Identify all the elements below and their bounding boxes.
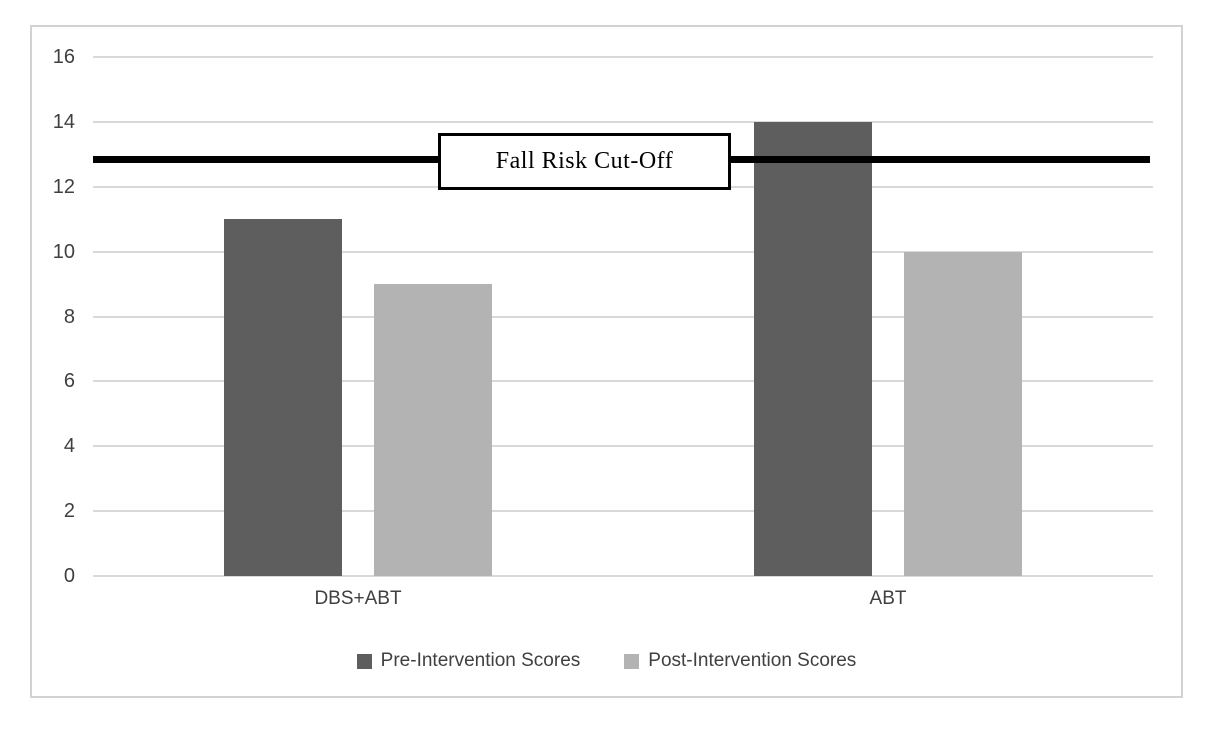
y-tick-label-12: 12 <box>52 176 75 198</box>
bar-dbs-abt-pre <box>224 219 342 576</box>
gridline-8 <box>93 316 1153 318</box>
y-tick-label-4: 4 <box>63 435 75 457</box>
y-tick-label-10: 10 <box>52 241 75 263</box>
y-tick-label-6: 6 <box>63 370 75 392</box>
plot-area <box>93 56 1153 577</box>
legend-label: Post-Intervention Scores <box>648 650 857 671</box>
y-tick-label-14: 14 <box>52 111 75 133</box>
legend-swatch-icon <box>356 653 372 669</box>
legend-item-pre-intervention: Pre-Intervention Scores <box>356 650 581 672</box>
gridline-14 <box>93 121 1153 123</box>
bar-dbs-abt-post <box>374 284 492 576</box>
fall-risk-cutoff-label-box: Fall Risk Cut-Off <box>438 133 731 190</box>
gridline-16 <box>93 56 1153 58</box>
x-category-label-dbs-abt: DBS+ABT <box>314 588 402 609</box>
gridline-0 <box>93 575 1153 577</box>
gridline-2 <box>93 510 1153 512</box>
legend-swatch-icon <box>624 653 640 669</box>
y-tick-label-2: 2 <box>63 500 75 522</box>
fall-risk-cutoff-label: Fall Risk Cut-Off <box>495 148 674 174</box>
gridline-10 <box>93 251 1153 253</box>
legend-item-post-intervention: Post-Intervention Scores <box>624 650 856 672</box>
bar-abt-post <box>904 252 1022 576</box>
y-tick-label-0: 0 <box>63 565 75 587</box>
legend: Pre-Intervention Scores Post-Intervention… <box>30 650 1183 672</box>
x-category-label-abt: ABT <box>869 588 907 609</box>
bar-abt-pre <box>754 122 872 576</box>
y-tick-label-8: 8 <box>63 306 75 328</box>
gridline-4 <box>93 445 1153 447</box>
legend-label: Pre-Intervention Scores <box>380 650 581 671</box>
gridline-6 <box>93 380 1153 382</box>
y-tick-label-16: 16 <box>52 46 75 68</box>
